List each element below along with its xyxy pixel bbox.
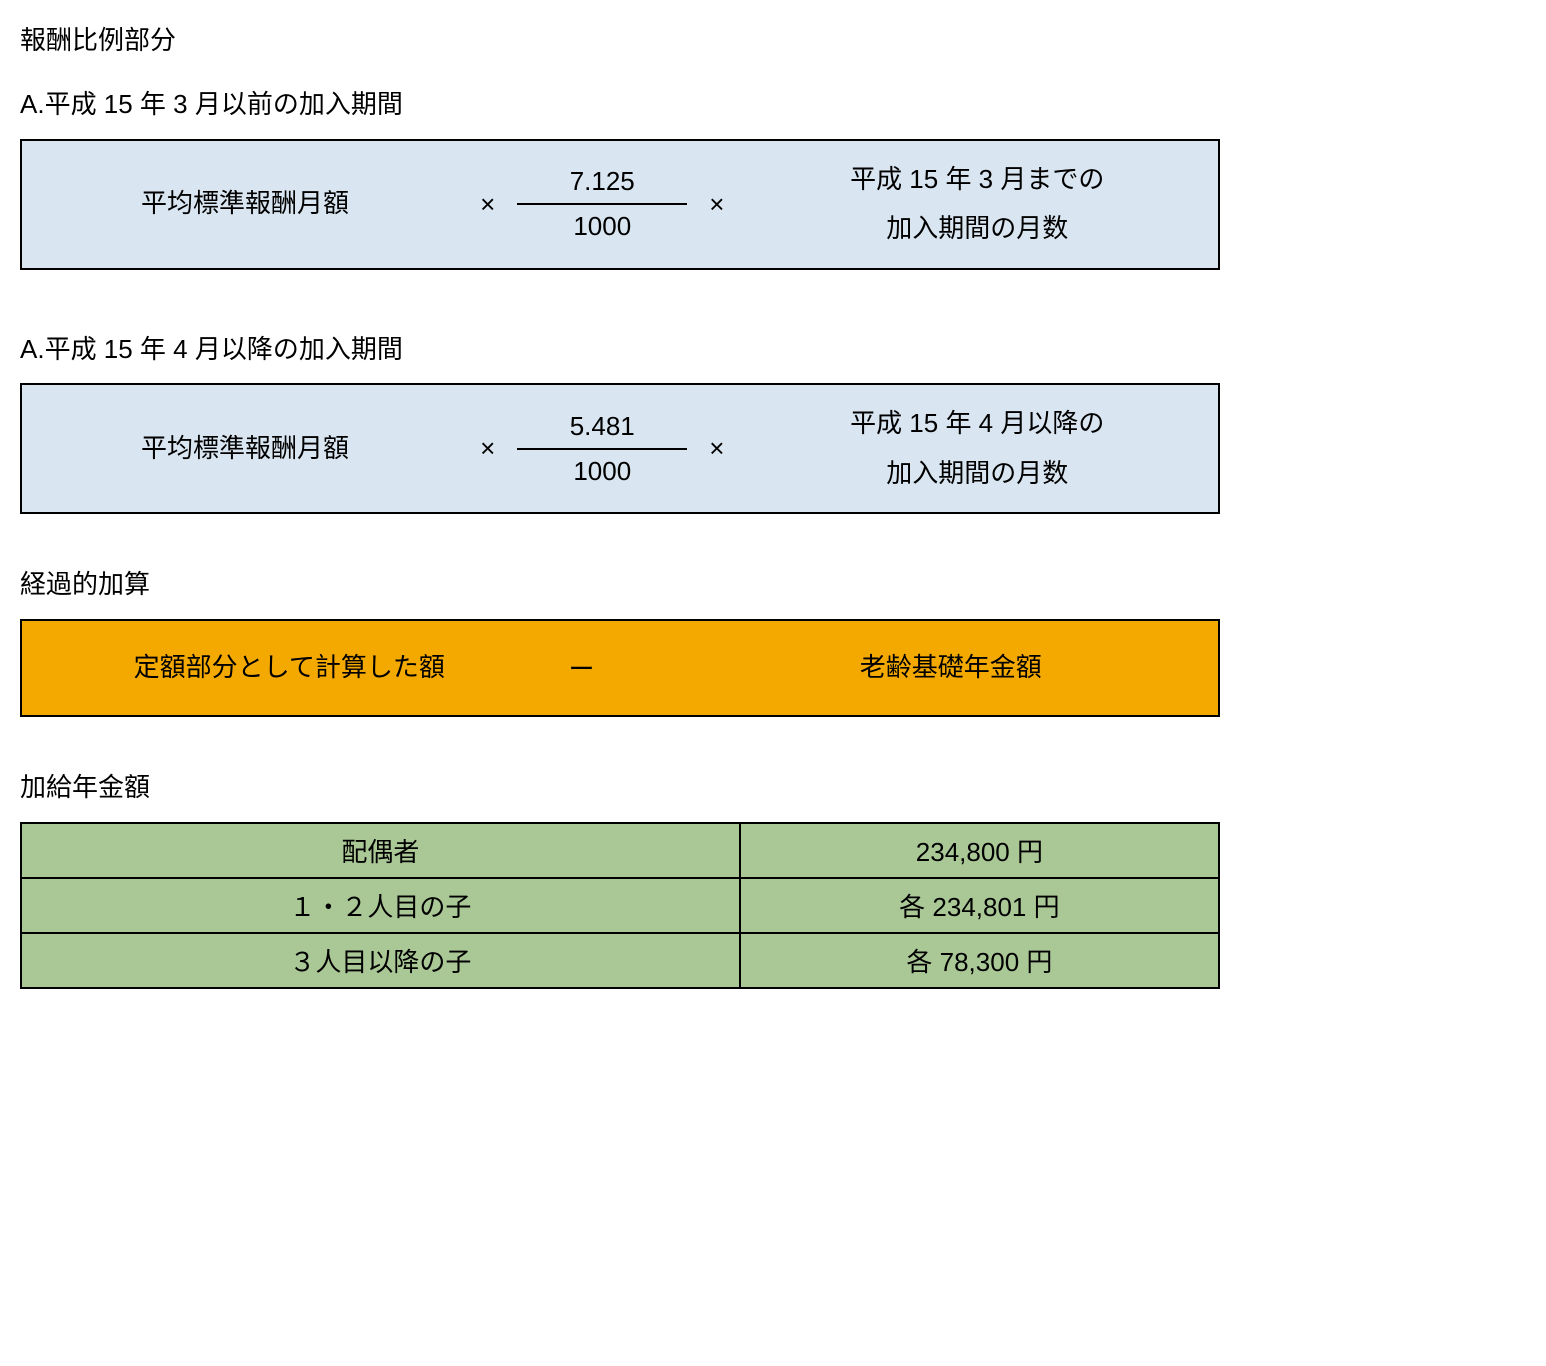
fraction-a-numerator: 7.125 <box>517 166 687 203</box>
transitional-right: 老齢基礎年金額 <box>693 643 1208 692</box>
term-period-b-line2: 加入期間の月数 <box>746 449 1208 498</box>
sub-heading-a: A.平成 15 年 3 月以前の加入期間 <box>20 75 440 135</box>
term-period-a-line2: 加入期間の月数 <box>746 204 1208 253</box>
fraction-a-denominator: 1000 <box>517 203 687 242</box>
row-value: 各 234,801 円 <box>740 878 1219 933</box>
fraction-b-denominator: 1000 <box>517 448 687 487</box>
table-row: １・２人目の子 各 234,801 円 <box>21 878 1219 933</box>
sub-heading-b: A.平成 15 年 4 月以降の加入期間 <box>20 320 440 380</box>
section-title-1: 報酬比例部分 <box>20 20 1526 57</box>
row-label: １・２人目の子 <box>21 878 740 933</box>
term-avg-monthly-a: 平均標準報酬月額 <box>32 179 458 228</box>
fraction-a: 7.125 1000 <box>517 166 687 242</box>
fraction-b-numerator: 5.481 <box>517 411 687 448</box>
table-row: 配偶者 234,800 円 <box>21 823 1219 878</box>
term-period-a: 平成 15 年 3 月までの 加入期間の月数 <box>746 155 1208 254</box>
transitional-left: 定額部分として計算した額 <box>32 643 547 692</box>
operator-multiply-a1: × <box>458 189 517 220</box>
operator-minus: ー <box>547 649 694 686</box>
table-row: ３人目以降の子 各 78,300 円 <box>21 933 1219 988</box>
operator-multiply-b1: × <box>458 433 517 464</box>
row-value: 234,800 円 <box>740 823 1219 878</box>
formula-box-b: 平均標準報酬月額 × 5.481 1000 × 平成 15 年 4 月以降の 加… <box>20 383 1220 514</box>
row-value: 各 78,300 円 <box>740 933 1219 988</box>
term-period-a-line1: 平成 15 年 3 月までの <box>746 155 1208 204</box>
term-period-b: 平成 15 年 4 月以降の 加入期間の月数 <box>746 399 1208 498</box>
row-label: 配偶者 <box>21 823 740 878</box>
operator-multiply-a2: × <box>687 189 746 220</box>
additional-pension-table: 配偶者 234,800 円 １・２人目の子 各 234,801 円 ３人目以降の… <box>20 822 1220 989</box>
section-title-3: 加給年金額 <box>20 767 1526 804</box>
row-label: ３人目以降の子 <box>21 933 740 988</box>
fraction-b: 5.481 1000 <box>517 411 687 487</box>
operator-multiply-b2: × <box>687 433 746 464</box>
section-title-2: 経過的加算 <box>20 564 1526 601</box>
term-avg-monthly-b: 平均標準報酬月額 <box>32 424 458 473</box>
term-period-b-line1: 平成 15 年 4 月以降の <box>746 399 1208 448</box>
formula-box-a: 平均標準報酬月額 × 7.125 1000 × 平成 15 年 3 月までの 加… <box>20 139 1220 270</box>
formula-box-transitional: 定額部分として計算した額 ー 老齢基礎年金額 <box>20 619 1220 716</box>
